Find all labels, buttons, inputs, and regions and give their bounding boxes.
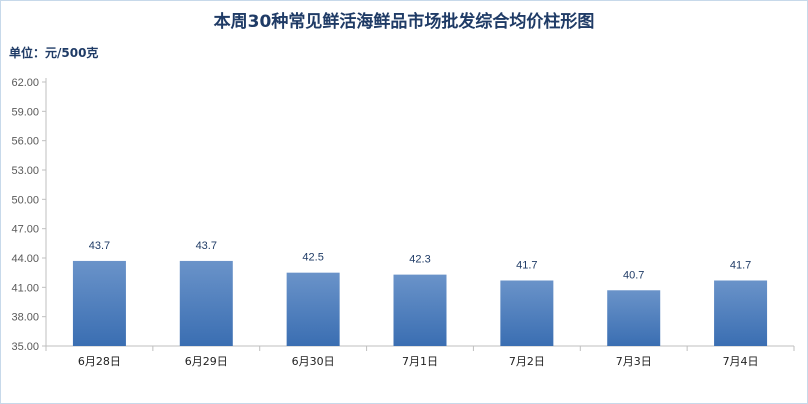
bar-value-label: 43.7 [89, 240, 110, 252]
bar [607, 290, 661, 346]
x-category-label: 6月30日 [292, 355, 335, 368]
x-category-label: 6月29日 [185, 355, 228, 368]
y-tick-label: 62.00 [11, 77, 39, 89]
x-category-label: 7月4日 [723, 355, 759, 368]
bar-value-label: 42.5 [302, 252, 323, 264]
y-tick-label: 56.00 [11, 136, 39, 148]
bar-value-label: 40.7 [623, 269, 644, 281]
x-category-label: 7月3日 [616, 355, 652, 368]
chart-title: 本周30种常见鲜活海鲜品市场批发综合均价柱形图 [214, 11, 595, 32]
y-tick-label: 35.00 [11, 341, 39, 353]
x-category-label: 7月1日 [402, 355, 438, 368]
unit-label: 单位：元/500克 [9, 45, 98, 60]
bar-value-label: 41.7 [516, 259, 537, 271]
y-tick-label: 59.00 [11, 106, 39, 118]
y-tick-label: 50.00 [11, 194, 39, 206]
y-tick-label: 44.00 [11, 253, 39, 265]
bar-value-label: 41.7 [730, 259, 751, 271]
x-category-label: 7月2日 [509, 355, 545, 368]
bar [286, 272, 340, 346]
bar [500, 280, 554, 346]
bar-value-label: 43.7 [196, 240, 217, 252]
bar [393, 274, 447, 346]
bar-value-label: 42.3 [409, 254, 430, 266]
y-tick-label: 41.00 [11, 282, 39, 294]
y-tick-label: 47.00 [11, 224, 39, 236]
bar [72, 260, 126, 346]
bar [179, 260, 233, 346]
y-tick-label: 38.00 [11, 312, 39, 324]
y-tick-label: 53.00 [11, 165, 39, 177]
x-category-label: 6月28日 [78, 355, 121, 368]
bar [714, 280, 768, 346]
